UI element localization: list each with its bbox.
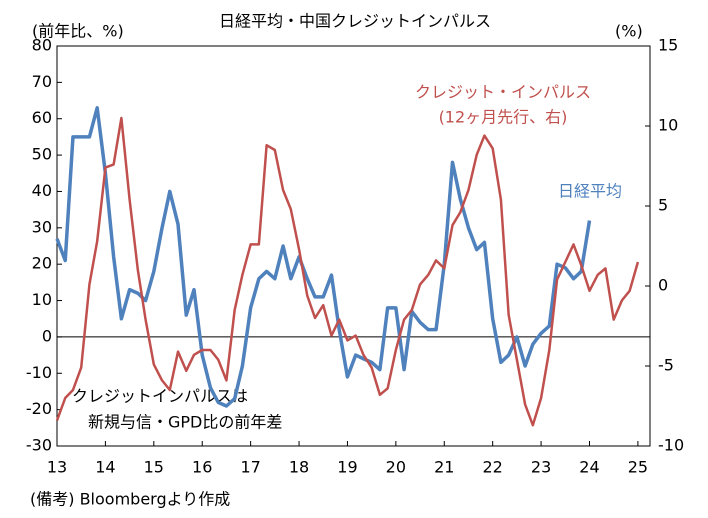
x-tick-label: 23 xyxy=(531,458,551,477)
annotation: 日経平均 xyxy=(558,182,622,201)
y-tick-label: 70 xyxy=(32,72,52,91)
x-tick-label: 21 xyxy=(434,458,454,477)
chart-title: 日経平均・中国クレジットインパルス xyxy=(219,12,491,31)
x-tick-label: 13 xyxy=(47,458,67,477)
line-series xyxy=(55,116,640,427)
x-tick-label: 18 xyxy=(289,458,309,477)
y2-axis-label: (%) xyxy=(615,22,643,41)
y-axis-label: (前年比、%) xyxy=(32,22,124,41)
annotation: 新規与信・GPD比の前年差 xyxy=(88,413,282,432)
y-tick-label: 30 xyxy=(32,217,52,236)
annotation: クレジットインパルスは xyxy=(72,387,248,406)
y2-tick-label: -10 xyxy=(658,436,684,455)
y-tick-label: 50 xyxy=(32,145,52,164)
y-tick-label: -10 xyxy=(26,363,52,382)
x-tick-label: 15 xyxy=(144,458,164,477)
y2-tick-label: 15 xyxy=(658,36,678,55)
note: (備考) Bloombergより作成 xyxy=(30,490,230,509)
y-tick-label: 40 xyxy=(32,181,52,200)
annotation: (12ヶ月先行、右) xyxy=(439,108,568,127)
y-tick-label: -20 xyxy=(26,399,52,418)
line-series xyxy=(55,106,592,408)
y-tick-label: 60 xyxy=(32,108,52,127)
y-tick-label: 10 xyxy=(32,290,52,309)
x-tick-label: 22 xyxy=(482,458,502,477)
x-tick-label: 20 xyxy=(386,458,406,477)
y-tick-label: 20 xyxy=(32,254,52,273)
y2-tick-label: 0 xyxy=(658,276,668,295)
x-tick-label: 19 xyxy=(337,458,357,477)
plot-frame xyxy=(56,45,651,447)
annotation: クレジット・インパルス xyxy=(415,83,591,102)
y-tick-label: 80 xyxy=(32,36,52,55)
x-tick-label: 16 xyxy=(192,458,212,477)
y-tick-label: 0 xyxy=(42,326,52,345)
y2-tick-label: -5 xyxy=(658,356,674,375)
y-tick-label: -30 xyxy=(26,436,52,455)
x-tick-label: 24 xyxy=(579,458,599,477)
x-tick-label: 14 xyxy=(95,458,115,477)
y2-tick-label: 5 xyxy=(658,196,668,215)
x-tick-label: 25 xyxy=(628,458,648,477)
x-tick-label: 17 xyxy=(240,458,260,477)
y2-tick-label: 10 xyxy=(658,116,678,135)
